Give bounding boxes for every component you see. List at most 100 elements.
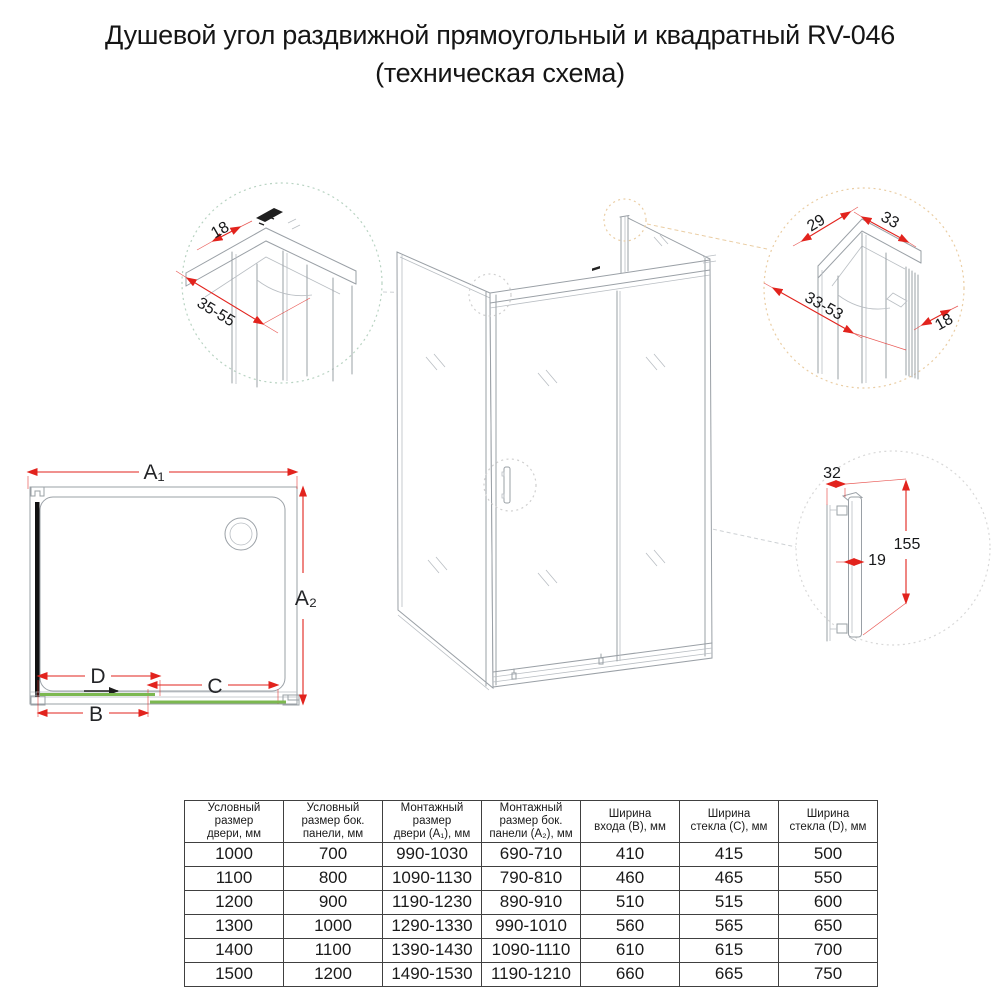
table-cell: 650 <box>778 913 878 939</box>
handle-highlight-circle <box>483 458 537 512</box>
table-cell: 1090-1110 <box>481 937 581 963</box>
dim-label-29: 29 <box>804 212 828 236</box>
door-rollers <box>511 653 604 680</box>
plan-label-c: C <box>207 675 222 698</box>
table-row: 1300 1000 1290-1330 990-1010 560 565 650 <box>184 913 878 939</box>
corner-highlight-circle <box>468 273 512 317</box>
col-header: Условный размер бок. панели, мм <box>283 800 383 843</box>
col-header: Условный размер двери, мм <box>184 800 284 843</box>
table-cell: 610 <box>580 937 680 963</box>
dim-label-33-53: 33-53 <box>802 289 846 324</box>
page-title: Душевой угол раздвижной прямоугольный и … <box>105 20 895 50</box>
table-cell: 465 <box>679 865 779 891</box>
table-cell: 1000 <box>184 841 284 867</box>
table-cell: 990-1010 <box>481 913 581 939</box>
detail-top-left: 18 35-55 <box>175 182 383 388</box>
detail-top-left-dimensions: 18 35-55 <box>175 219 311 334</box>
table-cell: 1200 <box>184 889 284 915</box>
table-cell: 1400 <box>184 937 284 963</box>
left-wall-profile <box>485 291 497 687</box>
col-header: Монтажный размер бок. панели (A₂), мм <box>481 800 581 843</box>
table-cell: 600 <box>778 889 878 915</box>
table-cell: 615 <box>679 937 779 963</box>
table-cell: 550 <box>778 865 878 891</box>
plan-label-a1: A₁ <box>143 461 164 484</box>
table-row: 1000 700 990-1030 690-710 410 415 500 <box>184 841 878 867</box>
table-cell: 1090-1130 <box>382 865 482 891</box>
shower-tray-outline <box>29 486 298 705</box>
table-cell: 890-910 <box>481 889 581 915</box>
page-subtitle: (техническая схема) <box>375 58 625 88</box>
table-cell: 790-810 <box>481 865 581 891</box>
dimension-table: Условный размер двери, мм Условный разме… <box>184 800 878 987</box>
table-row: 1500 1200 1490-1530 1190-1210 660 665 75… <box>184 961 878 987</box>
table-cell: 560 <box>580 913 680 939</box>
detail-top-right: 29 33 33-53 18 <box>763 187 965 389</box>
table-cell: 1200 <box>283 961 383 987</box>
dim-label-18-right: 18 <box>932 311 956 335</box>
table-cell: 1000 <box>283 913 383 939</box>
dim-label-155: 155 <box>894 536 921 553</box>
dim-label-35-55: 35-55 <box>194 295 238 331</box>
table-cell: 1490-1530 <box>382 961 482 987</box>
table-cell: 1390-1430 <box>382 937 482 963</box>
col-header: Ширина стекла (D), мм <box>778 800 878 843</box>
table-cell: 1290-1330 <box>382 913 482 939</box>
table-cell: 690-710 <box>481 841 581 867</box>
table-row: 1100 800 1090-1130 790-810 460 465 550 <box>184 865 878 891</box>
table-cell: 500 <box>778 841 878 867</box>
table-cell: 1300 <box>184 913 284 939</box>
table-cell: 415 <box>679 841 779 867</box>
table-cell: 800 <box>283 865 383 891</box>
dim-label-33: 33 <box>878 209 902 233</box>
table-cell: 900 <box>283 889 383 915</box>
technical-diagram: 18 35-55 29 33 <box>26 182 991 726</box>
table-cell: 660 <box>580 961 680 987</box>
handle-drawing <box>826 491 864 642</box>
rail-clip <box>592 266 600 271</box>
detail-top-right-dimensions: 29 33 33-53 18 <box>763 206 959 351</box>
table-cell: 1100 <box>184 865 284 891</box>
side-panel-glass <box>396 251 494 690</box>
plan-label-b: B <box>89 703 103 726</box>
table-cell: 565 <box>679 913 779 939</box>
table-cell: 750 <box>778 961 878 987</box>
table-row: 1400 1100 1390-1430 1090-1110 610 615 70… <box>184 937 878 963</box>
side-panel-glass-plan <box>35 502 40 697</box>
dim-label-19: 19 <box>868 552 886 569</box>
door-handle <box>501 466 511 504</box>
table-cell: 1190-1230 <box>382 889 482 915</box>
table-cell: 665 <box>679 961 779 987</box>
table-row: 1200 900 1190-1230 890-910 510 515 600 <box>184 889 878 915</box>
col-header: Ширина входа (B), мм <box>580 800 680 843</box>
back-wall-profile <box>619 215 630 274</box>
top-rail <box>489 269 711 304</box>
elevation-view <box>396 198 717 691</box>
dim-label-18: 18 <box>208 219 232 243</box>
table-cell: 460 <box>580 865 680 891</box>
table-cell: 1190-1210 <box>481 961 581 987</box>
dim-label-32: 32 <box>823 465 841 482</box>
col-header: Ширина стекла (C), мм <box>679 800 779 843</box>
glass-panels-plan <box>40 693 286 704</box>
plan-dimensions: A₁ A₂ D C B <box>26 461 317 726</box>
col-header: Монтажный размер двери (A₁), мм <box>382 800 482 843</box>
glass-shine-front <box>537 353 666 587</box>
door-frame <box>489 259 713 688</box>
drain-circle <box>224 517 258 551</box>
table-cell: 510 <box>580 889 680 915</box>
detail-handle-dimensions: 32 155 19 <box>823 465 921 636</box>
table-cell: 700 <box>778 937 878 963</box>
table-cell: 410 <box>580 841 680 867</box>
wall-bracket <box>256 208 283 222</box>
right-side-glass-edge <box>627 217 711 260</box>
wall-profile-top-plan <box>30 486 45 497</box>
plan-view: A₁ A₂ D C B <box>26 461 317 726</box>
table-cell: 515 <box>679 889 779 915</box>
tray-inner-rim <box>39 496 286 692</box>
table-cell: 700 <box>283 841 383 867</box>
table-header-row: Условный размер двери, мм Условный разме… <box>184 800 878 843</box>
detail-handle: 32 155 19 <box>795 450 991 646</box>
table-cell: 990-1030 <box>382 841 482 867</box>
plan-label-a2: A₂ <box>295 587 317 610</box>
